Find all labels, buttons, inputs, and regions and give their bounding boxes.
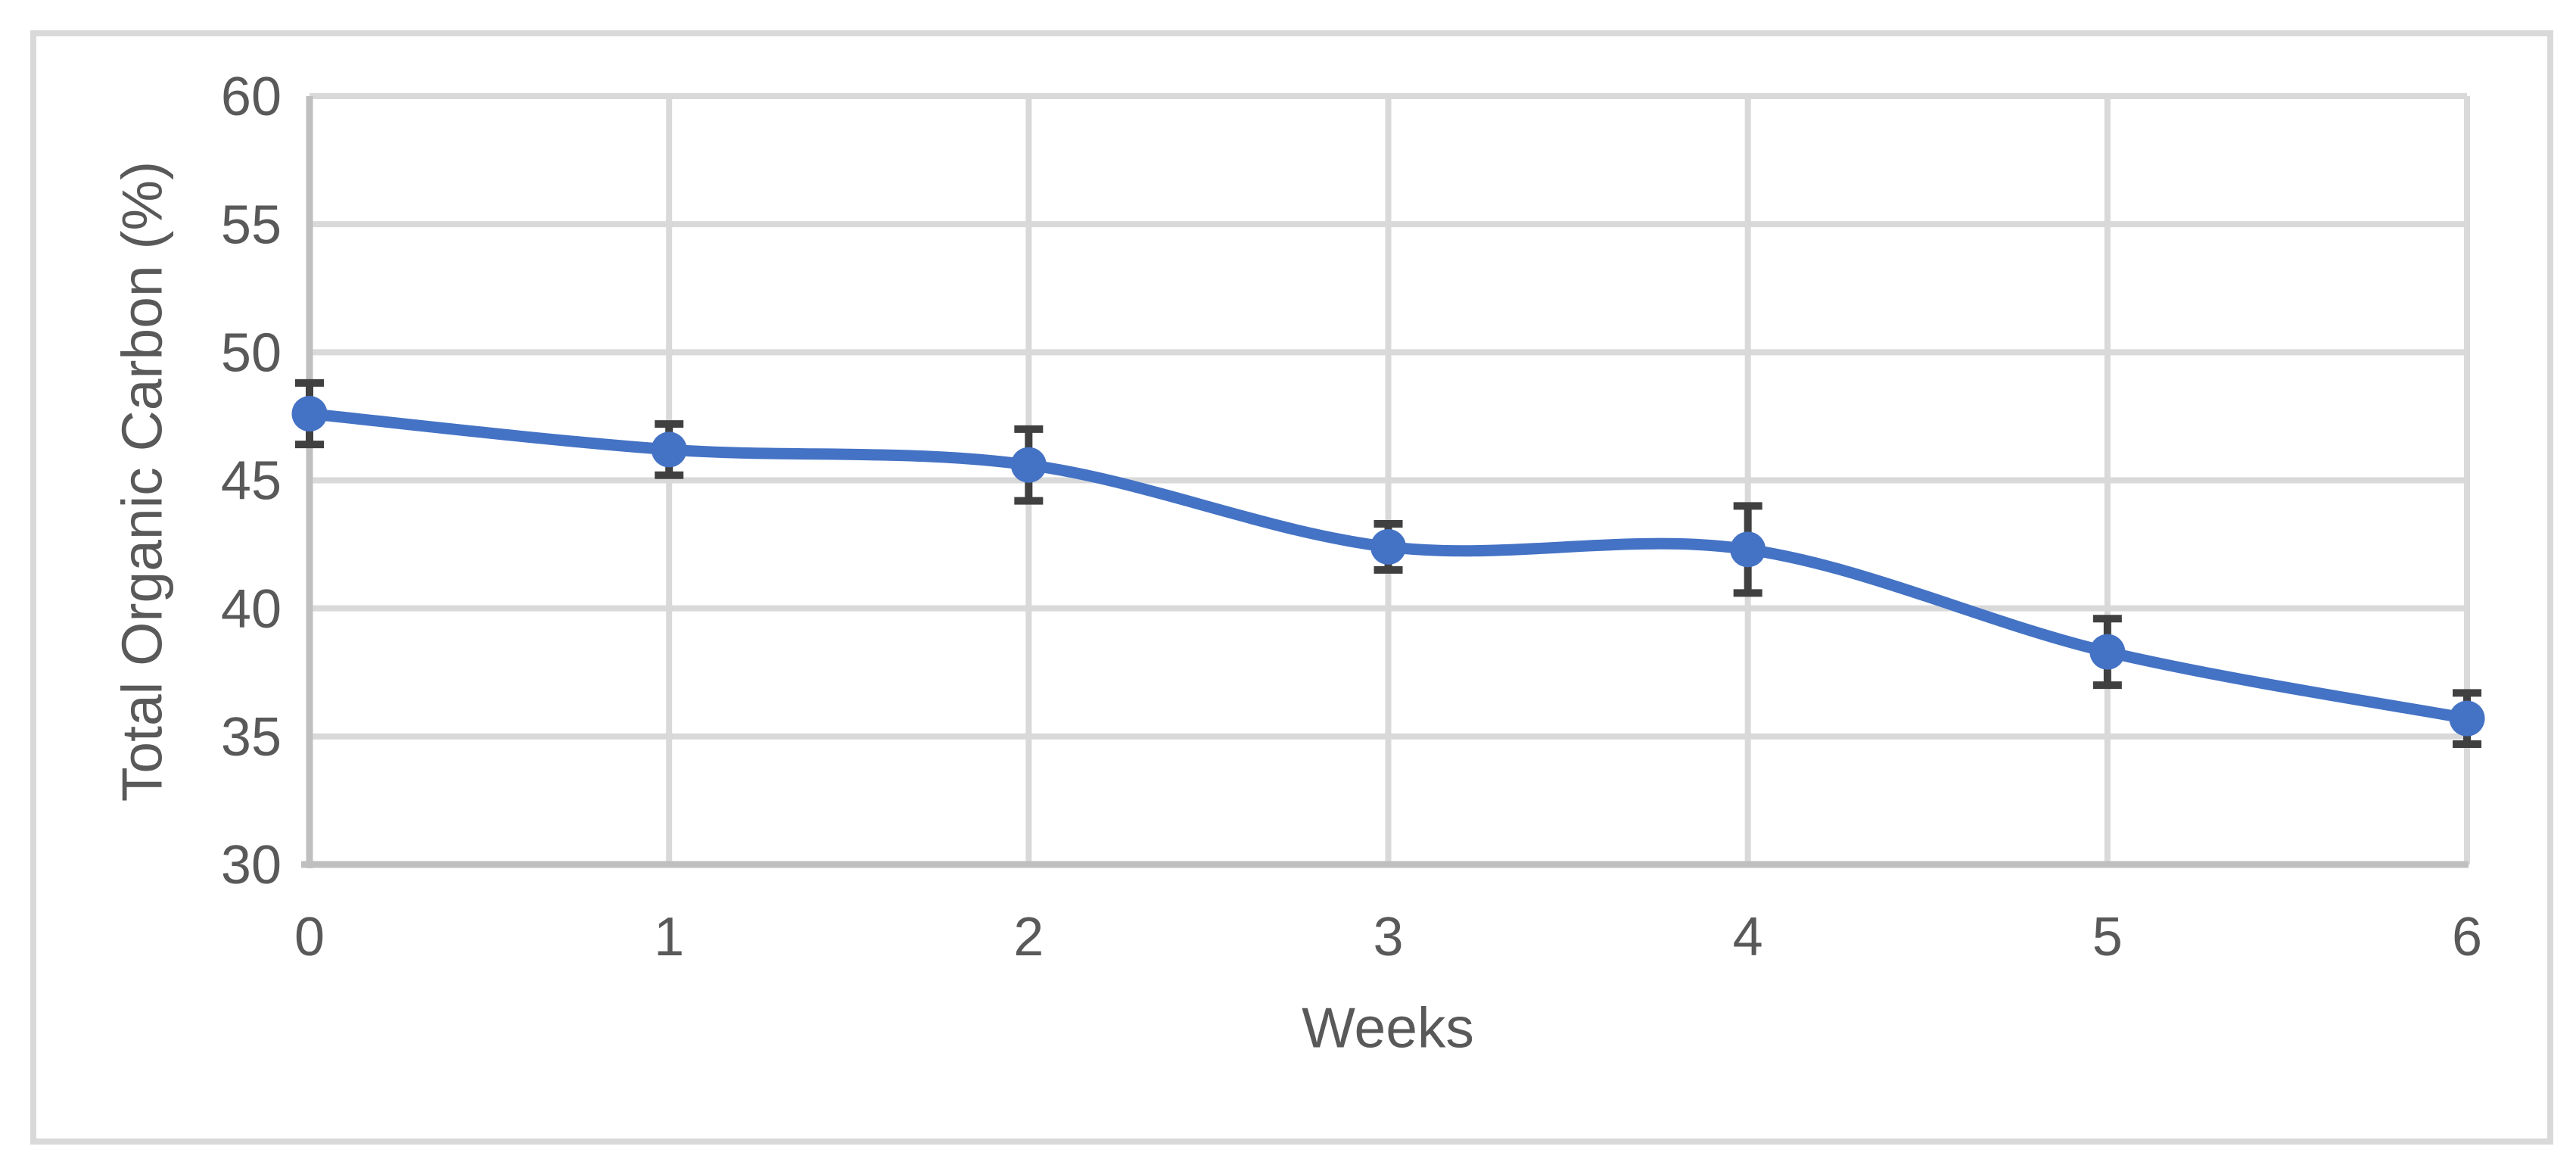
data-point-marker-week-4 — [1730, 531, 1766, 568]
x-tick-label: 2 — [1013, 907, 1044, 967]
data-point-marker-week-0 — [291, 396, 328, 432]
y-tick-label: 55 — [221, 195, 282, 255]
data-point-marker-week-2 — [1010, 447, 1047, 483]
x-tick-label: 0 — [294, 907, 325, 967]
x-tick-label: 3 — [1373, 907, 1403, 967]
y-tick-label: 35 — [221, 707, 282, 768]
gridlines — [310, 93, 2470, 864]
y-axis-tick-labels: 30 35 40 45 50 55 60 — [221, 67, 282, 896]
data-point-marker-week-1 — [651, 431, 687, 468]
data-point-marker-week-5 — [2089, 634, 2126, 670]
x-tick-label: 5 — [2092, 907, 2123, 967]
data-point-markers — [291, 396, 2485, 737]
y-tick-label: 30 — [221, 835, 282, 896]
y-tick-label: 45 — [221, 451, 282, 512]
data-point-marker-week-6 — [2449, 700, 2485, 737]
x-tick-label: 1 — [654, 907, 684, 967]
x-tick-label: 6 — [2452, 907, 2482, 967]
y-tick-label: 60 — [221, 67, 282, 127]
y-axis-title: Total Organic Carbon (%) — [110, 161, 173, 802]
x-axis-title: Weeks — [1302, 995, 1474, 1059]
x-tick-label: 4 — [1733, 907, 1763, 967]
y-tick-label: 50 — [221, 323, 282, 384]
data-point-marker-week-3 — [1370, 528, 1406, 565]
axis-lines — [301, 96, 2469, 868]
chart-border — [30, 30, 2553, 1145]
x-axis-tick-labels: 0 1 2 3 4 5 6 — [294, 907, 2482, 967]
y-tick-label: 40 — [221, 579, 282, 640]
